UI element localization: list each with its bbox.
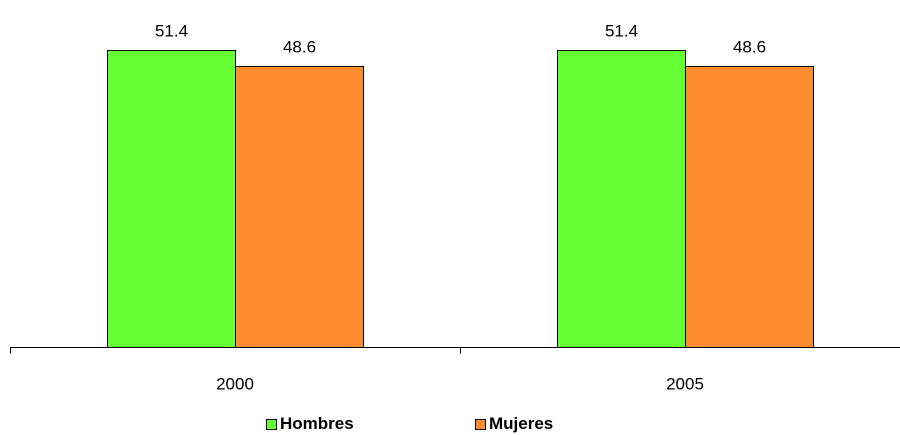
data-label-hombres-2005: 51.4 [605,22,638,41]
legend-swatch-hombres [266,418,277,430]
bar-mujeres-2005 [685,66,814,348]
bar-mujeres-2000 [235,66,364,348]
legend-swatch-mujeres [475,418,486,430]
legend: Hombres Mujeres [0,413,900,435]
legend-item-hombres: Hombres [266,413,354,435]
bar-hombres-2005 [557,50,686,348]
x-tick-label-2005: 2005 [666,375,704,394]
x-axis-ticks [10,347,461,354]
bars-group [107,50,814,348]
legend-label-hombres: Hombres [280,414,354,433]
data-label-hombres-2000: 51.4 [155,22,188,41]
data-label-mujeres-2005: 48.6 [733,38,766,57]
legend-label-mujeres: Mujeres [489,414,554,433]
x-axis-tick-labels: 2000 2005 [216,375,704,394]
legend-item-mujeres: Mujeres [475,413,553,435]
x-tick-label-2000: 2000 [216,375,254,394]
data-label-mujeres-2000: 48.6 [283,38,316,57]
data-labels-group: 51.4 48.6 51.4 48.6 [155,22,766,57]
bar-hombres-2000 [107,50,236,348]
